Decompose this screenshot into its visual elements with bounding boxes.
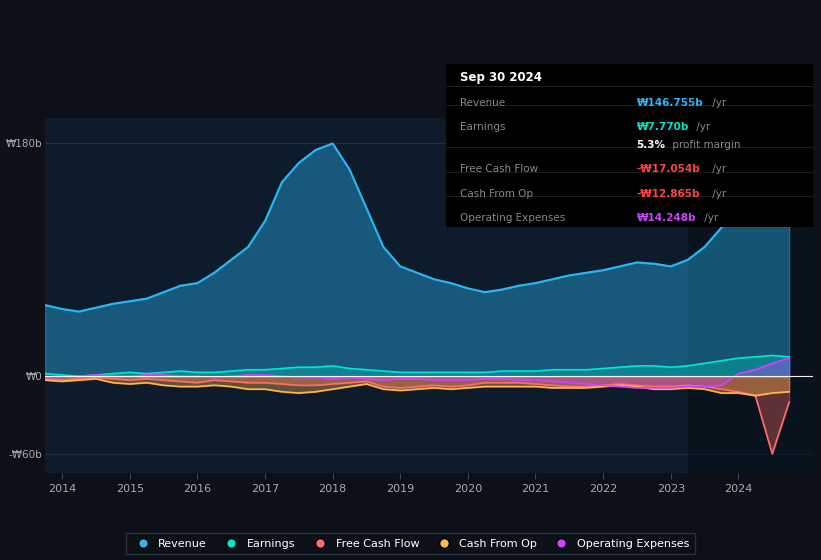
Text: Sep 30 2024: Sep 30 2024 [461,71,543,84]
Legend: Revenue, Earnings, Free Cash Flow, Cash From Op, Operating Expenses: Revenue, Earnings, Free Cash Flow, Cash … [126,533,695,554]
Bar [688,118,813,473]
Text: Cash From Op: Cash From Op [461,189,534,199]
Text: 5.3%: 5.3% [636,140,666,150]
Text: ₩146.755b: ₩146.755b [636,97,704,108]
Text: -₩17.054b: -₩17.054b [636,164,700,174]
Text: /yr: /yr [709,97,727,108]
Text: /yr: /yr [701,213,718,223]
Text: ₩7.770b: ₩7.770b [636,122,689,132]
Text: ₩14.248b: ₩14.248b [636,213,696,223]
Text: -₩12.865b: -₩12.865b [636,189,700,199]
Text: Revenue: Revenue [461,97,506,108]
Text: Earnings: Earnings [461,122,506,132]
Text: profit margin: profit margin [669,140,741,150]
Text: Operating Expenses: Operating Expenses [461,213,566,223]
Text: /yr: /yr [693,122,710,132]
Text: Free Cash Flow: Free Cash Flow [461,164,539,174]
Text: /yr: /yr [709,189,727,199]
Text: /yr: /yr [709,164,727,174]
